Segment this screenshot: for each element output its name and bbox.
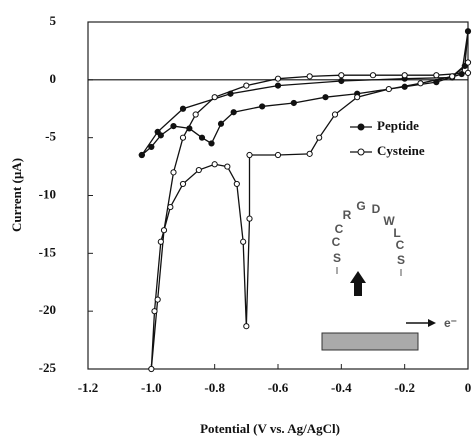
inset-letter: W	[383, 214, 395, 228]
point	[322, 94, 329, 101]
point	[338, 72, 345, 79]
inset-letter: L	[393, 226, 400, 240]
point	[246, 151, 253, 159]
x-tick-label: -1.2	[78, 380, 99, 395]
inset-letter: R	[343, 208, 352, 222]
series-line	[141, 31, 469, 156]
x-tick-label: -0.6	[268, 380, 289, 395]
inset-thiol: S	[397, 253, 405, 267]
legend-label: Cysteine	[377, 143, 425, 158]
point	[401, 72, 408, 79]
point	[170, 123, 177, 130]
y-tick-label: -5	[45, 129, 56, 144]
point	[224, 163, 231, 170]
y-tick-label: 5	[50, 13, 57, 28]
point	[230, 109, 237, 116]
point	[290, 99, 297, 107]
point	[464, 28, 472, 35]
legend-marker	[357, 148, 365, 156]
electron-label: e⁻	[444, 316, 457, 330]
y-tick-label: -15	[39, 244, 57, 259]
point	[151, 308, 158, 315]
point	[338, 77, 345, 85]
y-tick-label: -10	[39, 186, 56, 201]
legend-marker	[357, 123, 365, 131]
point	[148, 365, 155, 373]
point	[417, 80, 424, 87]
point	[179, 180, 187, 188]
point	[369, 72, 377, 79]
x-tick-label: -0.2	[394, 380, 415, 395]
x-tick-label: -1.0	[141, 380, 162, 395]
electrode	[321, 332, 419, 351]
point	[167, 203, 174, 211]
x-axis-label: Potential (V vs. Ag/AgCl)	[200, 421, 340, 436]
inset-arrow-shaft	[354, 282, 362, 296]
point	[385, 85, 392, 93]
point	[148, 143, 155, 151]
inset: C C R G D W L C S S e⁻	[321, 199, 457, 351]
point	[274, 75, 282, 82]
point	[464, 59, 472, 66]
point	[274, 82, 282, 89]
point	[179, 105, 187, 112]
inset-letter: C	[396, 238, 405, 252]
inset-arrow-head	[350, 271, 366, 283]
point	[306, 150, 313, 157]
inset-letter: C	[335, 222, 344, 236]
point	[195, 166, 202, 174]
point	[240, 238, 247, 245]
inset-letter: G	[356, 199, 365, 213]
point	[243, 323, 250, 330]
point	[331, 111, 339, 118]
point	[246, 215, 253, 222]
y-tick-label: 0	[50, 71, 57, 86]
electron-arrow-head	[428, 319, 436, 327]
inset-letter: C	[332, 235, 341, 249]
point	[464, 69, 472, 76]
point	[259, 103, 266, 110]
point	[192, 111, 199, 118]
point	[211, 94, 218, 101]
point	[306, 73, 313, 80]
x-tick-label: 0	[465, 380, 472, 395]
y-tick-label: -25	[39, 360, 57, 375]
plot-frame	[87, 21, 469, 370]
point	[154, 128, 161, 135]
series-line	[150, 61, 469, 370]
point	[316, 134, 323, 141]
point	[217, 120, 225, 127]
point	[170, 169, 177, 176]
point	[198, 134, 206, 141]
point	[233, 180, 240, 188]
point	[208, 140, 215, 147]
point	[179, 134, 187, 141]
point	[211, 161, 218, 168]
x-tick-label: -0.4	[331, 380, 352, 395]
y-tick-label: -20	[39, 302, 56, 317]
point	[433, 72, 440, 79]
point	[157, 238, 164, 245]
inset-thiol: S	[333, 251, 341, 265]
point	[138, 151, 145, 159]
point	[160, 227, 168, 234]
x-tick-label: -0.8	[204, 380, 225, 395]
legend-label: Peptide	[377, 118, 419, 133]
y-axis-label: Current (µA)	[9, 158, 24, 232]
point	[354, 94, 361, 101]
point	[243, 82, 250, 89]
point	[274, 151, 282, 159]
point	[449, 73, 456, 80]
inset-letter: D	[372, 202, 381, 216]
point	[154, 296, 161, 303]
